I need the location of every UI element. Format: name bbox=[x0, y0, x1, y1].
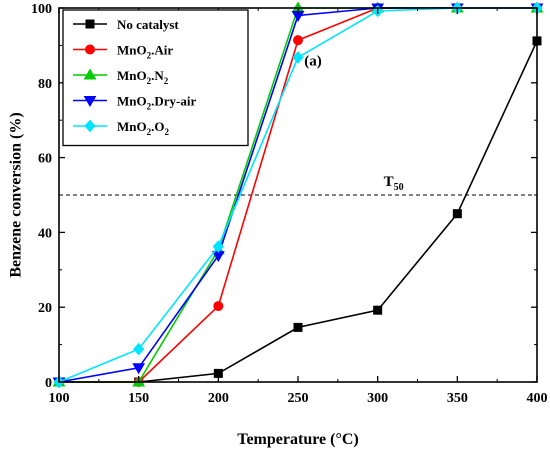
y-axis-title: Benzene conversion (%) bbox=[8, 112, 25, 277]
x-tick-label: 200 bbox=[208, 391, 229, 406]
y-tick-label: 0 bbox=[45, 376, 52, 391]
legend-marker bbox=[83, 96, 97, 107]
legend-label: MnO2.Air bbox=[117, 43, 173, 61]
x-tick-label: 350 bbox=[447, 391, 468, 406]
panel-label: (a) bbox=[304, 53, 322, 69]
legend-marker bbox=[85, 44, 95, 55]
series-1-point bbox=[293, 322, 303, 332]
series-1-point bbox=[373, 305, 383, 315]
legend-item-2: MnO2.Air bbox=[73, 43, 173, 61]
y-tick-label: 100 bbox=[31, 2, 52, 17]
y-tick-label: 40 bbox=[38, 226, 52, 241]
y-tick-label: 80 bbox=[38, 77, 52, 92]
legend-label: MnO2.Dry-air bbox=[117, 94, 196, 112]
legend-item-5: MnO2.O2 bbox=[73, 119, 170, 137]
series-5-point bbox=[292, 51, 304, 64]
series-5-point bbox=[132, 342, 145, 356]
t50-label: T50 bbox=[384, 174, 404, 193]
x-axis-title: Temperature (°C) bbox=[237, 431, 358, 448]
legend-item-4: MnO2.Dry-air bbox=[73, 94, 196, 112]
y-tick-label: 20 bbox=[38, 301, 52, 316]
legend-item-3: MnO2.N2 bbox=[73, 68, 169, 86]
y-tick-label: 60 bbox=[38, 152, 52, 167]
legend: No catalyst MnO2.Air MnO2.N2 MnO2.Dry-air Mn… bbox=[62, 9, 249, 147]
legend-marker bbox=[84, 119, 96, 133]
x-tick-label: 150 bbox=[128, 391, 149, 406]
legend-label: MnO2.O2 bbox=[117, 119, 170, 137]
axis-ticks: 100 150 200 250 300 350 400 0 20 40 60 80 100 bbox=[31, 2, 548, 406]
x-tick-label: 300 bbox=[367, 391, 388, 406]
series-1-point bbox=[452, 209, 462, 219]
legend-marker bbox=[83, 68, 97, 80]
series-2-point bbox=[293, 35, 303, 46]
legend-marker bbox=[85, 19, 95, 29]
x-tick-label: 400 bbox=[527, 391, 548, 406]
series-4-point bbox=[132, 363, 146, 375]
t50-reference: T50 bbox=[59, 174, 537, 196]
legend-label: No catalyst bbox=[117, 17, 179, 32]
series-5-point bbox=[212, 240, 225, 253]
legend-item-1: No catalyst bbox=[73, 17, 179, 32]
series-2-point bbox=[213, 301, 224, 312]
x-tick-label: 250 bbox=[288, 391, 309, 406]
legend-label: MnO2.N2 bbox=[117, 68, 169, 86]
x-tick-label: 100 bbox=[49, 391, 70, 406]
